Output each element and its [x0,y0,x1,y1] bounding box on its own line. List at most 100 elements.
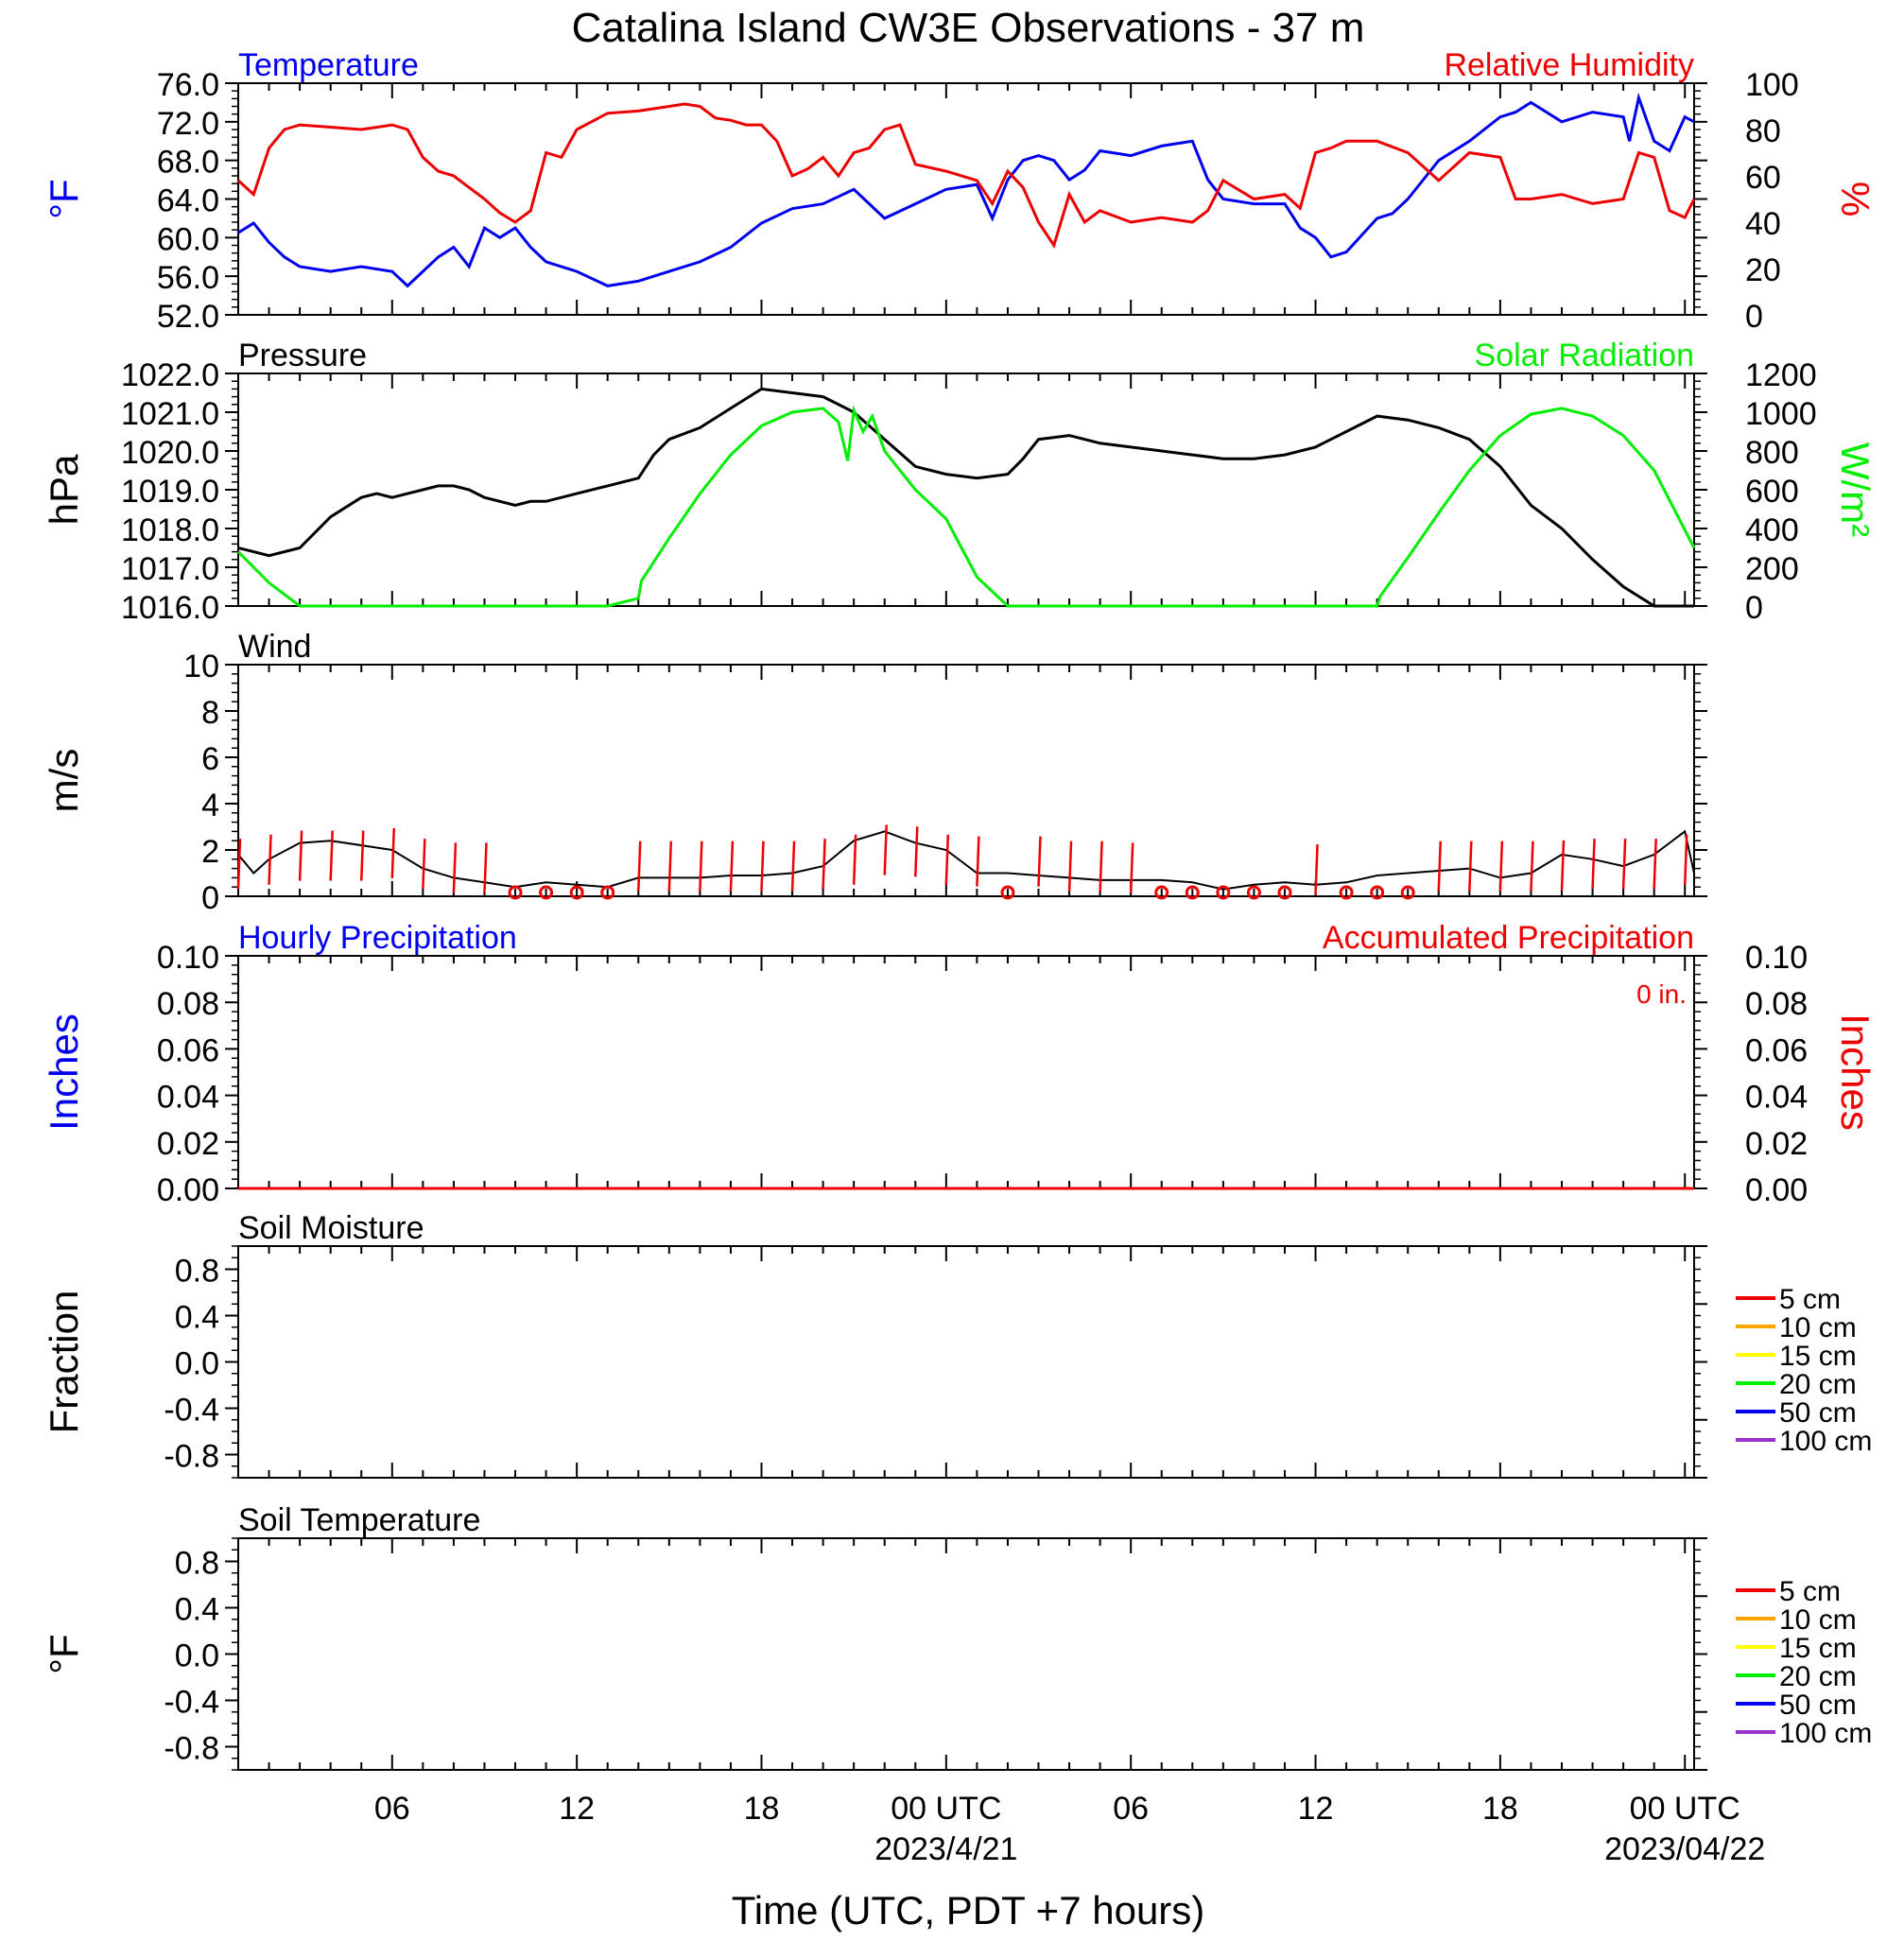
x-tick-label: 06 [374,1791,410,1827]
temp-rh-y-tick-label: 76.0 [157,67,219,103]
wind-barb [729,841,735,892]
wind-title-left: Wind [238,629,311,665]
wind-barb [236,839,242,890]
calm-wind-marker [1216,885,1231,900]
temp-rh-ylabel-right: % [1833,182,1878,217]
temp-rh-y-tick-label-right: 80 [1745,113,1781,149]
temp-rh-title-right: Relative Humidity [1444,47,1694,83]
wind-barb [1498,841,1504,892]
temp-rh-y-tick-label-right: 100 [1745,67,1799,103]
pressure-solar-y-tick-label: 1022.0 [121,357,219,393]
temp-rh-y-tick-label: 60.0 [157,221,219,257]
figure-title: Catalina Island CW3E Observations - 37 m [572,5,1365,51]
soil-temperature-ylabel-left: °F [42,1634,86,1673]
wind-barb [1653,839,1657,890]
wind-barb [760,841,765,892]
wind-barb [268,834,272,885]
soil-moisture-title-left: Soil Moisture [238,1210,424,1246]
x-tick-label: 12 [1298,1791,1334,1827]
calm-wind-marker [1000,885,1015,900]
precip-y-tick-label-right: 0.02 [1745,1126,1808,1162]
pressure-solar-title-left: Pressure [238,338,367,373]
x-tick-sublabel: 2023/4/21 [874,1831,1017,1867]
precip-y-tick-label-right: 0.00 [1745,1172,1808,1208]
temp-rh-series-line-0 [237,92,1695,288]
wind-barb [1099,841,1103,892]
wind-y-tick-label: 2 [201,834,219,870]
wind-y-tick-label: 6 [201,741,219,777]
soil-moisture-y-tick-label: 0.4 [175,1300,219,1336]
pressure-solar-y-tick-label: 1020.0 [121,435,219,471]
pressure-solar-series-line-0 [237,387,1694,608]
wind-barb [914,826,919,877]
wind-barb [422,839,426,890]
soil-moisture-legend-label: 15 cm [1779,1341,1857,1372]
x-tick-sublabel: 2023/04/22 [1604,1831,1765,1867]
pressure-solar-y-tick-label: 1019.0 [121,474,219,510]
temp-rh-y-tick-label-right: 0 [1745,299,1763,335]
wind-barb [390,827,396,879]
temp-rh-y-tick-label: 72.0 [157,106,219,142]
soil-moisture-y-tick-label: 0.0 [175,1346,219,1382]
soil-temperature-title-left: Soil Temperature [238,1502,480,1538]
x-tick-label: 12 [559,1791,595,1827]
pressure-solar-frame [237,373,1695,607]
wind-barb [852,834,857,885]
pressure-solar-y-tick-label-right: 1000 [1745,396,1817,432]
wind-barb [1067,841,1073,892]
soil-temperature-legend-label: 100 cm [1779,1718,1872,1749]
calm-wind-marker [1154,885,1169,900]
calm-wind-marker [1339,885,1354,900]
pressure-solar-y-tick-label: 1017.0 [121,551,219,587]
temp-rh-title-left: Temperature [238,47,419,83]
calm-wind-marker [1400,885,1415,900]
x-tick-label: 06 [1113,1791,1149,1827]
wind-y-tick-label: 0 [201,880,219,916]
wind-barb [1037,836,1042,887]
precip-y-tick-label: 0.02 [157,1126,219,1162]
pressure-solar-y-tick-label: 1018.0 [121,512,219,548]
wind-barb [1129,842,1134,893]
calm-wind-marker [569,885,584,900]
x-axis-label: Time (UTC, PDT +7 hours) [732,1888,1205,1932]
precip-title-left: Hourly Precipitation [238,920,517,956]
soil-temperature-y-tick-label: 0.8 [175,1546,219,1582]
temp-rh-y-tick-label: 52.0 [157,299,219,335]
wind-barb [298,830,303,881]
pressure-solar-y-tick-label-right: 1200 [1745,357,1817,393]
soil-temperature-frame [237,1537,1695,1771]
soil-moisture-y-tick-label: -0.4 [164,1393,219,1429]
precip-frame [237,955,1695,1189]
precip-y-tick-label: 0.10 [157,940,219,976]
wind-barb [329,830,334,881]
precip-y-tick-label: 0.04 [157,1080,219,1116]
wind-y-tick-label: 10 [183,649,219,685]
pressure-solar-y-tick-label-right: 0 [1745,590,1763,626]
calm-wind-marker [600,885,615,900]
soil-moisture-legend-label: 20 cm [1779,1369,1857,1400]
wind-barb [1591,839,1596,890]
wind-barb [1683,834,1688,885]
pressure-solar-series-line-1 [236,405,1696,608]
wind-barb [637,841,642,892]
wind-barb [1621,839,1627,890]
calm-wind-marker [508,885,523,900]
soil-moisture-legend-label: 100 cm [1779,1426,1872,1457]
wind-barb [483,842,488,893]
calm-wind-marker [1246,885,1261,900]
pressure-solar-ylabel-left: hPa [42,454,86,525]
wind-ylabel-left: m/s [42,749,86,813]
calm-wind-marker [1370,885,1385,900]
soil-temperature-legend-label: 15 cm [1779,1633,1857,1664]
precip-y-tick-label: 0.00 [157,1172,219,1208]
wind-barb [699,841,703,892]
soil-temperature-legend-label: 5 cm [1779,1576,1841,1607]
soil-temperature-y-tick-label: -0.8 [164,1731,219,1767]
calm-wind-marker [1277,885,1292,900]
wind-barb [944,834,950,885]
pressure-solar-y-tick-label-right: 400 [1745,512,1799,548]
soil-moisture-y-tick-label: -0.8 [164,1439,219,1475]
precip-y-tick-label-right: 0.04 [1745,1080,1808,1116]
pressure-solar-y-tick-label: 1021.0 [121,396,219,432]
